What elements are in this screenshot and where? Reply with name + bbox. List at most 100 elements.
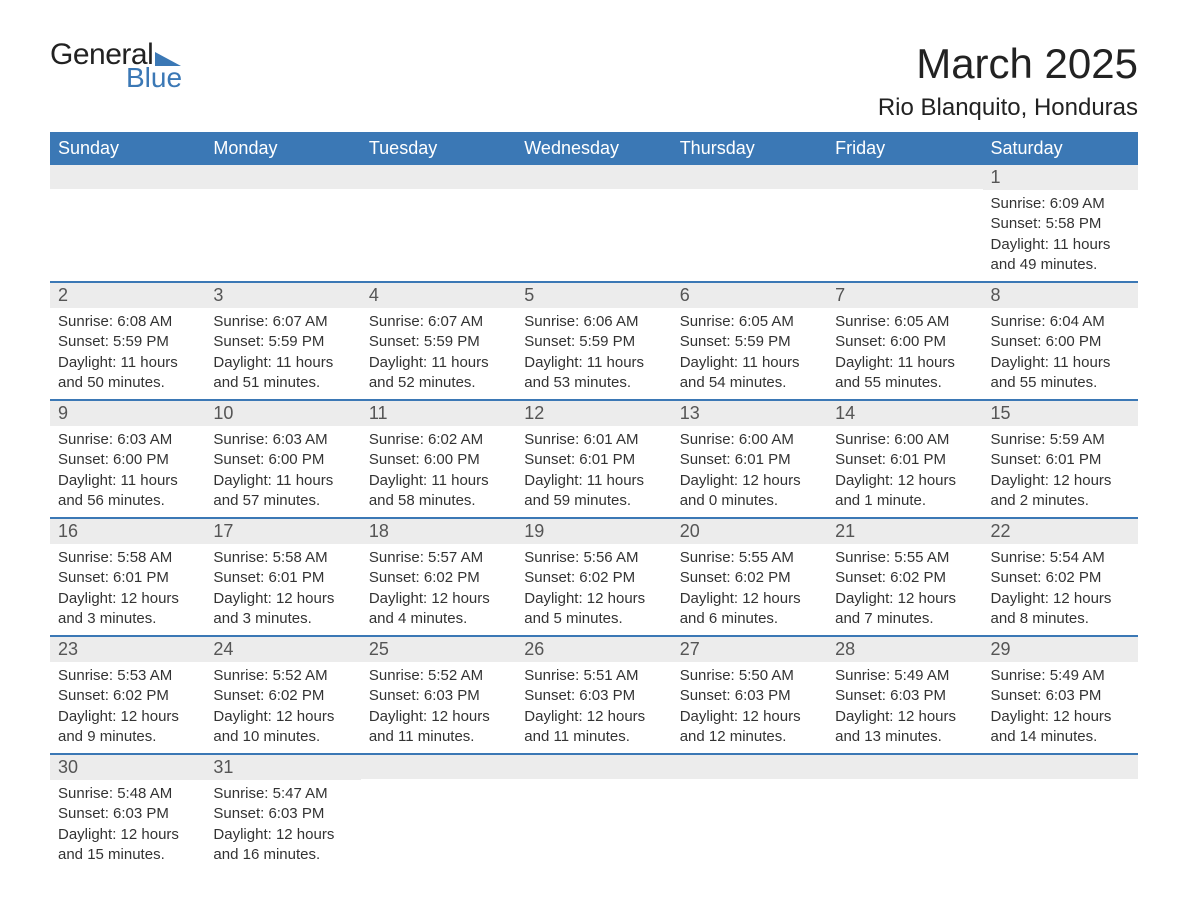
daylight-line: Daylight: 12 hours and 13 minutes. — [835, 707, 974, 748]
calendar-day-cell: 26Sunrise: 5:51 AMSunset: 6:03 PMDayligh… — [516, 636, 671, 754]
sunset-line: Sunset: 6:02 PM — [524, 568, 663, 588]
sunset-line: Sunset: 6:00 PM — [213, 450, 352, 470]
day-details: Sunrise: 5:55 AMSunset: 6:02 PMDaylight:… — [827, 544, 982, 635]
day-number — [672, 755, 827, 779]
calendar-empty-cell — [827, 165, 982, 282]
day-number: 4 — [361, 283, 516, 308]
day-number: 15 — [983, 401, 1138, 426]
calendar-day-cell: 28Sunrise: 5:49 AMSunset: 6:03 PMDayligh… — [827, 636, 982, 754]
sunrise-line: Sunrise: 6:00 AM — [835, 430, 974, 450]
day-details: Sunrise: 6:08 AMSunset: 5:59 PMDaylight:… — [50, 308, 205, 399]
day-details: Sunrise: 5:50 AMSunset: 6:03 PMDaylight:… — [672, 662, 827, 753]
day-details: Sunrise: 6:07 AMSunset: 5:59 PMDaylight:… — [205, 308, 360, 399]
daylight-line: Daylight: 11 hours and 57 minutes. — [213, 471, 352, 512]
day-details — [361, 189, 516, 199]
day-number: 26 — [516, 637, 671, 662]
sunset-line: Sunset: 6:03 PM — [58, 804, 197, 824]
day-number: 10 — [205, 401, 360, 426]
day-details — [50, 189, 205, 199]
day-number: 29 — [983, 637, 1138, 662]
daylight-line: Daylight: 12 hours and 3 minutes. — [58, 589, 197, 630]
sunset-line: Sunset: 6:03 PM — [213, 804, 352, 824]
calendar-day-cell: 4Sunrise: 6:07 AMSunset: 5:59 PMDaylight… — [361, 282, 516, 400]
day-number: 3 — [205, 283, 360, 308]
sunrise-line: Sunrise: 6:06 AM — [524, 312, 663, 332]
sunset-line: Sunset: 6:00 PM — [58, 450, 197, 470]
daylight-line: Daylight: 12 hours and 2 minutes. — [991, 471, 1130, 512]
day-number: 6 — [672, 283, 827, 308]
daylight-line: Daylight: 11 hours and 53 minutes. — [524, 353, 663, 394]
sunrise-line: Sunrise: 5:49 AM — [991, 666, 1130, 686]
day-details: Sunrise: 6:05 AMSunset: 6:00 PMDaylight:… — [827, 308, 982, 399]
sunset-line: Sunset: 6:01 PM — [213, 568, 352, 588]
day-details: Sunrise: 6:06 AMSunset: 5:59 PMDaylight:… — [516, 308, 671, 399]
sunset-line: Sunset: 6:02 PM — [991, 568, 1130, 588]
day-number: 12 — [516, 401, 671, 426]
day-details: Sunrise: 5:56 AMSunset: 6:02 PMDaylight:… — [516, 544, 671, 635]
day-details — [827, 189, 982, 199]
sunset-line: Sunset: 5:59 PM — [58, 332, 197, 352]
daylight-line: Daylight: 12 hours and 5 minutes. — [524, 589, 663, 630]
sunset-line: Sunset: 6:02 PM — [58, 686, 197, 706]
sunrise-line: Sunrise: 6:09 AM — [991, 194, 1130, 214]
day-number: 7 — [827, 283, 982, 308]
calendar-day-cell: 8Sunrise: 6:04 AMSunset: 6:00 PMDaylight… — [983, 282, 1138, 400]
sunset-line: Sunset: 6:02 PM — [213, 686, 352, 706]
day-details: Sunrise: 5:58 AMSunset: 6:01 PMDaylight:… — [205, 544, 360, 635]
daylight-line: Daylight: 11 hours and 58 minutes. — [369, 471, 508, 512]
sunrise-line: Sunrise: 6:07 AM — [213, 312, 352, 332]
brand-logo: General Blue — [50, 40, 182, 92]
daylight-line: Daylight: 11 hours and 56 minutes. — [58, 471, 197, 512]
day-number — [516, 165, 671, 189]
day-number: 20 — [672, 519, 827, 544]
day-details — [672, 779, 827, 789]
day-details — [983, 779, 1138, 789]
daylight-line: Daylight: 12 hours and 7 minutes. — [835, 589, 974, 630]
sunset-line: Sunset: 5:59 PM — [213, 332, 352, 352]
day-number — [361, 165, 516, 189]
day-details: Sunrise: 6:00 AMSunset: 6:01 PMDaylight:… — [827, 426, 982, 517]
sunset-line: Sunset: 5:58 PM — [991, 214, 1130, 234]
weekday-header: Monday — [205, 132, 360, 165]
day-details: Sunrise: 5:47 AMSunset: 6:03 PMDaylight:… — [205, 780, 360, 871]
day-details — [205, 189, 360, 199]
calendar-day-cell: 19Sunrise: 5:56 AMSunset: 6:02 PMDayligh… — [516, 518, 671, 636]
calendar-table: SundayMondayTuesdayWednesdayThursdayFrid… — [50, 132, 1138, 871]
daylight-line: Daylight: 12 hours and 6 minutes. — [680, 589, 819, 630]
sunrise-line: Sunrise: 5:49 AM — [835, 666, 974, 686]
day-number: 19 — [516, 519, 671, 544]
calendar-day-cell: 29Sunrise: 5:49 AMSunset: 6:03 PMDayligh… — [983, 636, 1138, 754]
day-details: Sunrise: 5:49 AMSunset: 6:03 PMDaylight:… — [827, 662, 982, 753]
day-details: Sunrise: 5:52 AMSunset: 6:02 PMDaylight:… — [205, 662, 360, 753]
sunrise-line: Sunrise: 5:59 AM — [991, 430, 1130, 450]
sunrise-line: Sunrise: 5:52 AM — [213, 666, 352, 686]
day-number — [361, 755, 516, 779]
sunset-line: Sunset: 6:03 PM — [835, 686, 974, 706]
daylight-line: Daylight: 11 hours and 50 minutes. — [58, 353, 197, 394]
daylight-line: Daylight: 11 hours and 49 minutes. — [991, 235, 1130, 276]
sunrise-line: Sunrise: 6:07 AM — [369, 312, 508, 332]
calendar-day-cell: 30Sunrise: 5:48 AMSunset: 6:03 PMDayligh… — [50, 754, 205, 871]
title-block: March 2025 Rio Blanquito, Honduras — [878, 40, 1138, 122]
logo-word-blue: Blue — [126, 64, 182, 92]
daylight-line: Daylight: 12 hours and 10 minutes. — [213, 707, 352, 748]
sunrise-line: Sunrise: 5:58 AM — [58, 548, 197, 568]
sunset-line: Sunset: 6:02 PM — [835, 568, 974, 588]
daylight-line: Daylight: 12 hours and 1 minute. — [835, 471, 974, 512]
sunset-line: Sunset: 6:01 PM — [991, 450, 1130, 470]
sunrise-line: Sunrise: 5:47 AM — [213, 784, 352, 804]
month-title: March 2025 — [878, 40, 1138, 88]
weekday-header: Saturday — [983, 132, 1138, 165]
calendar-day-cell: 12Sunrise: 6:01 AMSunset: 6:01 PMDayligh… — [516, 400, 671, 518]
day-details — [516, 189, 671, 199]
sunrise-line: Sunrise: 6:03 AM — [213, 430, 352, 450]
daylight-line: Daylight: 12 hours and 8 minutes. — [991, 589, 1130, 630]
sunrise-line: Sunrise: 5:50 AM — [680, 666, 819, 686]
daylight-line: Daylight: 11 hours and 59 minutes. — [524, 471, 663, 512]
day-number: 2 — [50, 283, 205, 308]
calendar-empty-cell — [516, 754, 671, 871]
calendar-day-cell: 5Sunrise: 6:06 AMSunset: 5:59 PMDaylight… — [516, 282, 671, 400]
calendar-day-cell: 16Sunrise: 5:58 AMSunset: 6:01 PMDayligh… — [50, 518, 205, 636]
calendar-day-cell: 9Sunrise: 6:03 AMSunset: 6:00 PMDaylight… — [50, 400, 205, 518]
sunset-line: Sunset: 6:03 PM — [991, 686, 1130, 706]
